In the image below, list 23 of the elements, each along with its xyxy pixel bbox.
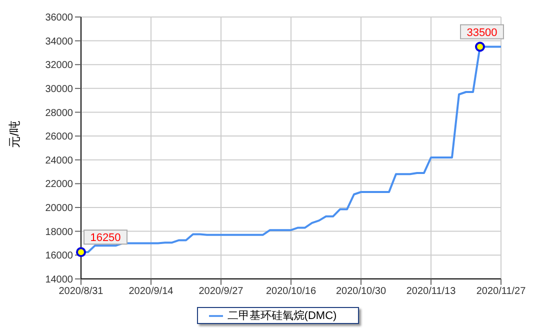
x-tick-label: 2020/9/27 <box>198 286 244 298</box>
y-tick-label: 32000 <box>45 60 74 72</box>
x-tick-label: 2020/11/13 <box>406 286 456 298</box>
y-tick-label: 28000 <box>45 108 74 119</box>
x-tick-label: 2020/10/16 <box>266 286 316 298</box>
x-tick-label: 2020/11/27 <box>476 286 526 298</box>
data-label: 16250 <box>90 232 121 244</box>
x-tick-label: 2020/8/31 <box>58 286 104 298</box>
legend-label: 二甲基环硅氧烷(DMC) <box>227 310 337 322</box>
y-tick-label: 18000 <box>45 226 74 238</box>
data-label: 33500 <box>466 26 498 39</box>
y-tick-label: 30000 <box>45 84 74 95</box>
y-tick-label: 26000 <box>45 132 74 143</box>
y-tick-label: 22000 <box>45 179 74 190</box>
y-tick-label: 36000 <box>45 12 74 24</box>
y-tick-label: 24000 <box>45 155 74 166</box>
x-tick-label: 2020/10/30 <box>336 286 386 298</box>
y-tick-label: 34000 <box>45 36 74 48</box>
y-tick-label: 16000 <box>45 250 74 262</box>
y-axis-title: 元/吨 <box>7 120 22 148</box>
y-tick-label: 14000 <box>45 274 74 286</box>
x-tick-label: 2020/9/14 <box>128 286 174 298</box>
y-tick-label: 20000 <box>45 203 74 214</box>
